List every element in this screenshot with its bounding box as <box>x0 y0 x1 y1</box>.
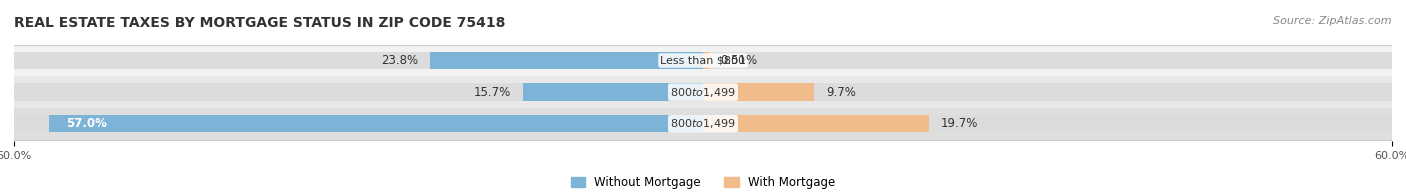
Text: 19.7%: 19.7% <box>941 117 979 130</box>
Legend: Without Mortgage, With Mortgage: Without Mortgage, With Mortgage <box>571 176 835 189</box>
Bar <box>703 83 814 101</box>
Bar <box>14 76 1392 108</box>
Text: Source: ZipAtlas.com: Source: ZipAtlas.com <box>1274 16 1392 26</box>
Bar <box>703 115 929 132</box>
Text: 9.7%: 9.7% <box>825 86 856 99</box>
Text: $800 to $1,499: $800 to $1,499 <box>671 117 735 130</box>
Bar <box>14 108 1392 140</box>
Text: 0.51%: 0.51% <box>720 54 758 67</box>
Bar <box>48 115 703 132</box>
Text: Less than $800: Less than $800 <box>661 55 745 65</box>
Bar <box>703 52 709 69</box>
Text: $800 to $1,499: $800 to $1,499 <box>671 86 735 99</box>
Bar <box>430 52 703 69</box>
Bar <box>14 45 1392 76</box>
Bar <box>523 83 703 101</box>
Text: REAL ESTATE TAXES BY MORTGAGE STATUS IN ZIP CODE 75418: REAL ESTATE TAXES BY MORTGAGE STATUS IN … <box>14 16 505 30</box>
Text: 15.7%: 15.7% <box>474 86 512 99</box>
Bar <box>14 83 1392 101</box>
Text: 57.0%: 57.0% <box>66 117 107 130</box>
Bar <box>14 115 1392 132</box>
Bar <box>14 52 1392 69</box>
Text: 23.8%: 23.8% <box>381 54 418 67</box>
